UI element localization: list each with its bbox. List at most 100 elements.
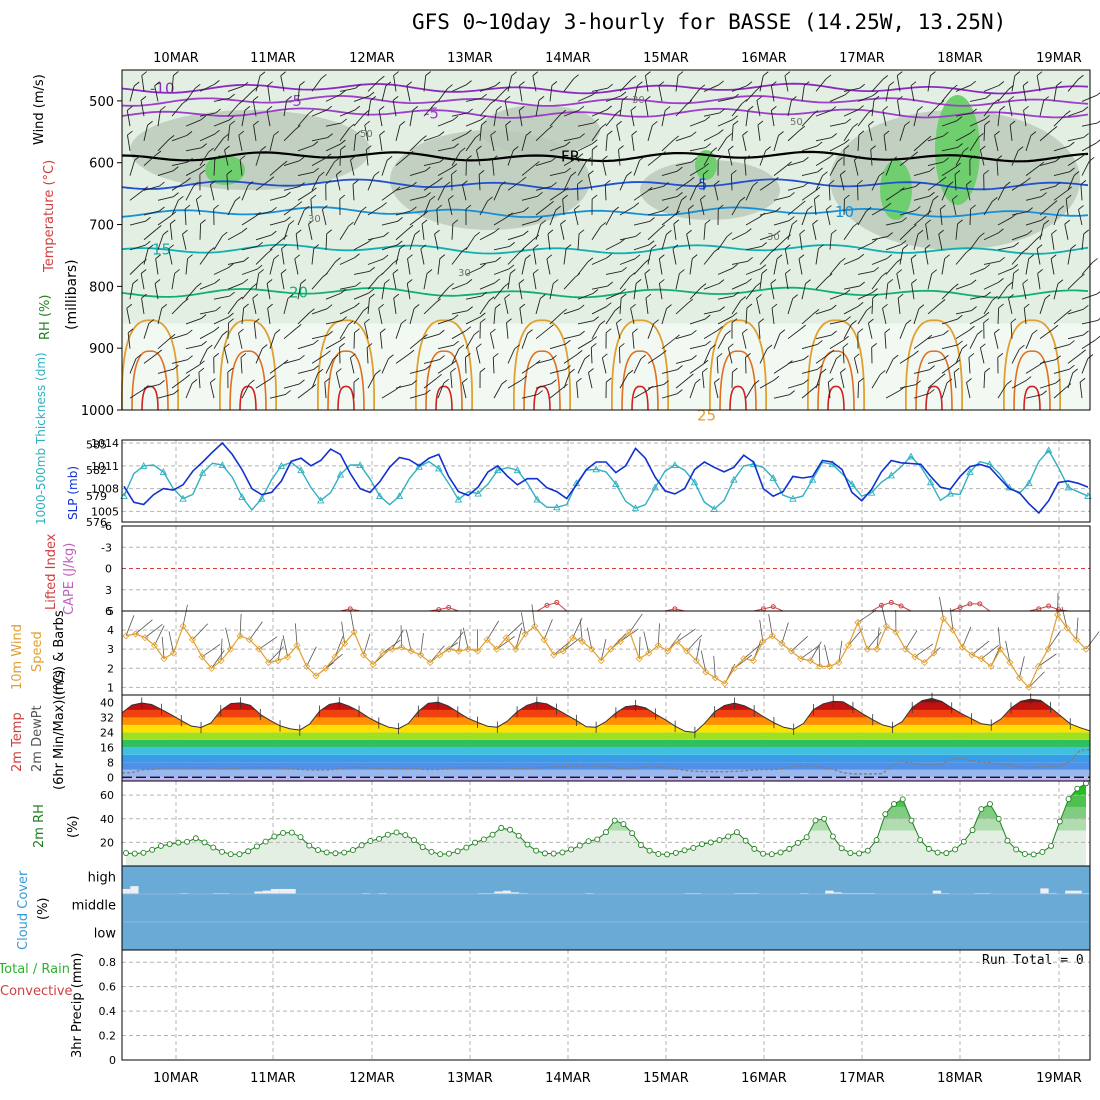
- wind-barb: [695, 638, 701, 661]
- wind-barb: [791, 636, 808, 652]
- wind-barb: [213, 267, 229, 275]
- wind-barb: [899, 186, 916, 191]
- wind-barb-flag: [522, 230, 529, 236]
- wind-barb: [871, 297, 874, 314]
- wind-barb: [745, 110, 749, 127]
- wind-barb-flag: [917, 106, 923, 111]
- wind-barb: [297, 369, 314, 374]
- wind-speed-marker: [265, 658, 273, 667]
- wind-barb-flag: [518, 248, 525, 254]
- wind-barb-flag: [690, 131, 697, 137]
- wind-barb-flag: [1037, 269, 1043, 274]
- wind-barb-flag: [691, 329, 697, 335]
- wind-barb-flag: [1043, 219, 1050, 225]
- date-label-bottom: 17MAR: [839, 1071, 885, 1086]
- thickness-marker: [198, 468, 207, 476]
- wind-barb: [505, 622, 523, 639]
- cloud-bar: [502, 890, 511, 894]
- thickness-marker: [356, 461, 364, 468]
- wind-barb: [787, 383, 804, 389]
- date-label-top: 12MAR: [349, 51, 395, 66]
- wind-barb-flag: [1027, 207, 1033, 212]
- wind-barb-flag: [588, 170, 594, 176]
- wind-barb: [213, 295, 230, 300]
- isotherm-line: [121, 94, 1089, 107]
- wind-barb: [954, 174, 957, 191]
- wind-barb-flag: [731, 169, 737, 175]
- wind-barb: [620, 628, 639, 642]
- wind-barb: [871, 236, 888, 241]
- wind-barb: [876, 627, 880, 650]
- wind-barb-flag: [602, 155, 608, 161]
- wind-barb: [395, 323, 402, 339]
- wind-barb: [437, 119, 454, 127]
- wind-barb-flag: [422, 334, 428, 339]
- wind-barb-flag: [980, 145, 986, 151]
- date-label-bottom: 13MAR: [447, 1071, 493, 1086]
- wind-barb-flag: [710, 344, 716, 350]
- wind-barb: [829, 143, 845, 152]
- wind-barb-flag: [215, 108, 221, 114]
- wind-barb-flag: [303, 205, 310, 211]
- wind-barb-flag: [605, 328, 612, 334]
- wind-barb-flag: [476, 145, 482, 151]
- cloud-bar: [287, 888, 296, 894]
- wind-barb: [857, 270, 874, 275]
- wind-barb: [633, 221, 650, 226]
- wind-barb-flag: [779, 329, 786, 335]
- wind-barb-flag: [386, 156, 393, 161]
- wind-barb: [815, 372, 822, 389]
- wind-barb-flag: [704, 116, 711, 121]
- wind-barb: [490, 332, 495, 349]
- thickness-marker: [1064, 483, 1073, 491]
- wind-barb: [213, 316, 229, 325]
- wind-barb-flag: [887, 278, 894, 284]
- cloud-bar: [510, 892, 520, 894]
- wind-barb-flag: [253, 120, 259, 126]
- wind-barb: [507, 348, 516, 364]
- wind-barb-flag: [1069, 340, 1075, 345]
- wind-barb: [1053, 368, 1070, 374]
- wind-barb: [311, 157, 327, 166]
- frame-layer: [121, 69, 1091, 1061]
- wind-speed-marker: [1006, 658, 1014, 667]
- wind-barb: [213, 235, 223, 250]
- wind-barb-flag: [187, 329, 193, 335]
- wind-barb-flag: [637, 81, 643, 87]
- wind-barb: [661, 195, 678, 201]
- rh-marker: [253, 843, 260, 850]
- wind-barb: [306, 646, 317, 667]
- wind-barb: [801, 145, 818, 152]
- isotherm-25-loop: [415, 319, 473, 411]
- wind-barb: [518, 283, 523, 300]
- wind-barb-flag: [699, 84, 706, 90]
- wind-barb-flag: [1044, 294, 1051, 300]
- wind-speed-marker: [226, 645, 235, 653]
- wind-barb: [143, 353, 158, 364]
- rh-marker: [367, 838, 374, 844]
- wind-speed-marker: [958, 643, 967, 651]
- wind-barb: [969, 97, 986, 102]
- wind-barb-flag: [321, 74, 327, 79]
- wind-barb: [1067, 248, 1072, 265]
- wind-barb-flag: [239, 155, 246, 161]
- wind-barb: [367, 373, 376, 389]
- wind-barb: [479, 85, 496, 92]
- lifted-index-marker: [770, 604, 776, 610]
- wind-barb-flag: [452, 219, 459, 225]
- wind-barb-flag: [799, 229, 806, 235]
- wind-barb: [185, 364, 200, 374]
- wind-barb-flag: [705, 143, 711, 148]
- wind-barb-flag: [340, 139, 346, 145]
- wind-barb: [675, 135, 692, 142]
- wind-barb: [409, 338, 423, 350]
- wind-barb-flag: [978, 132, 984, 138]
- wind-speed-marker: [322, 664, 330, 672]
- wind-barb: [731, 85, 748, 92]
- wind-barb-flag: [602, 353, 608, 359]
- wind-barb-flag: [830, 106, 837, 111]
- wind-barb: [840, 372, 845, 389]
- wind-barb-flag: [592, 139, 598, 145]
- wind-barb: [661, 338, 675, 350]
- wind-barb: [154, 283, 159, 300]
